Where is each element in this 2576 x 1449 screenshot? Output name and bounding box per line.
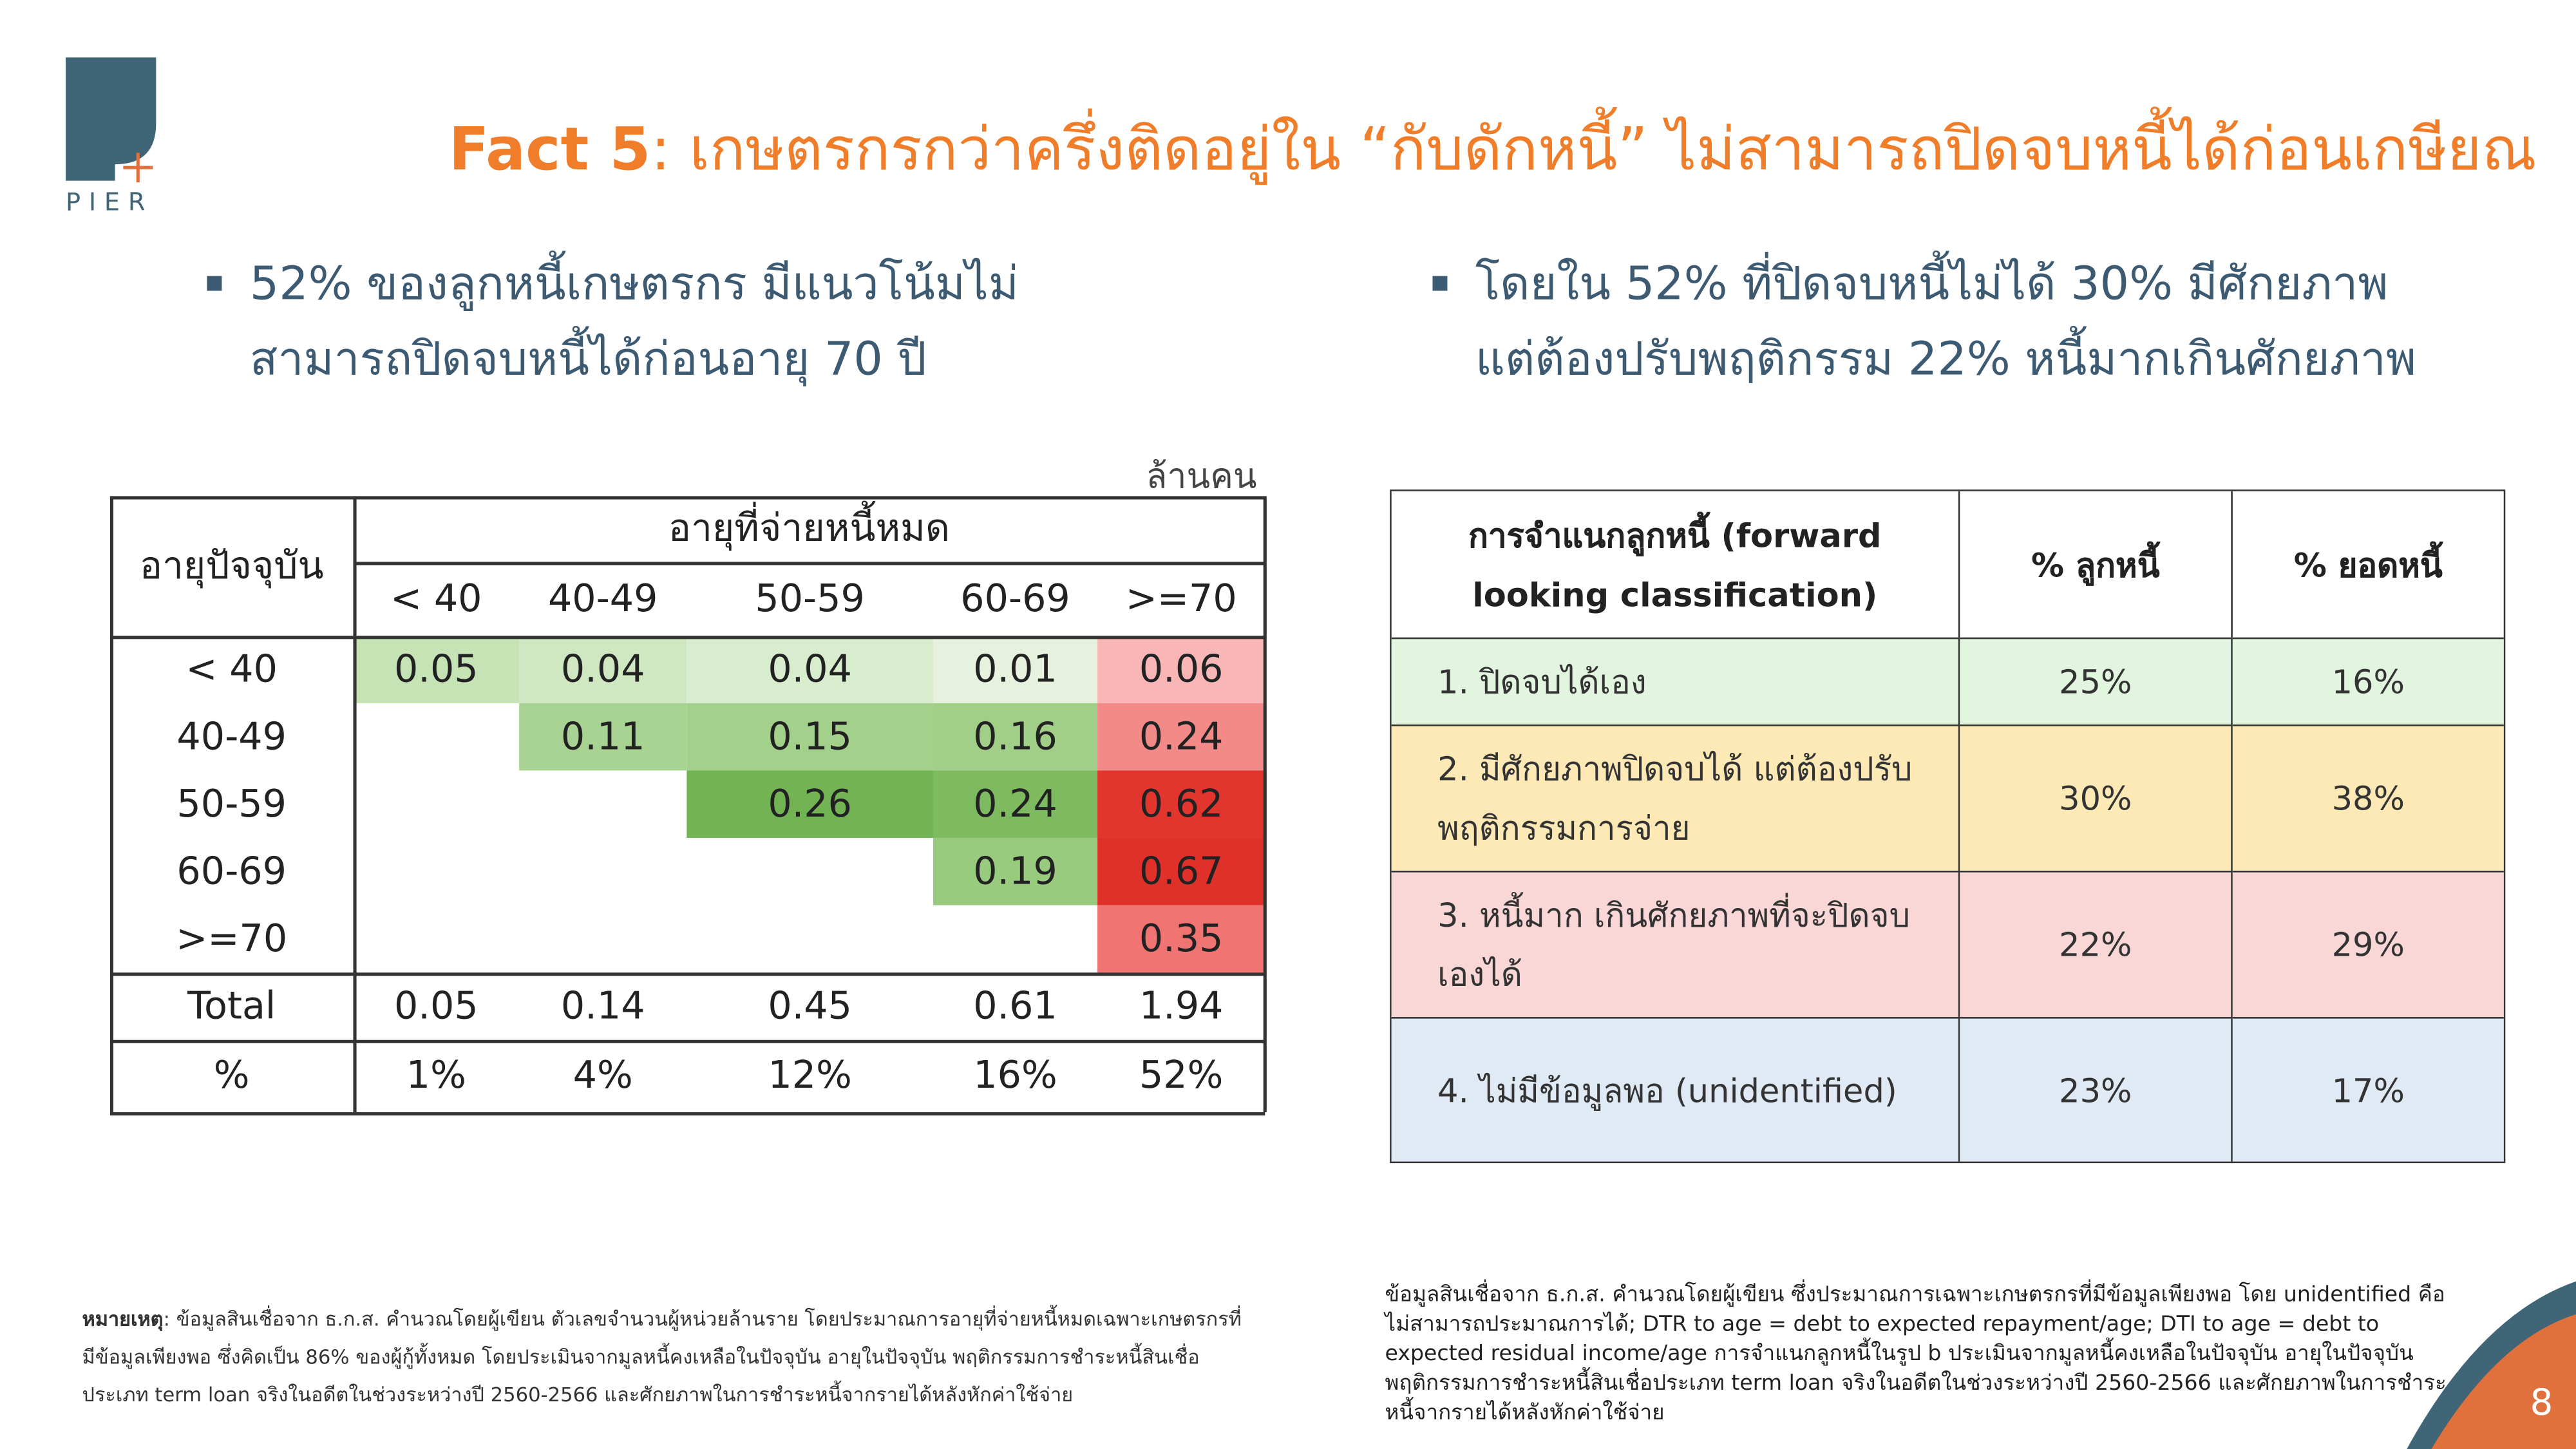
title-prefix: Fact 5 [448, 117, 651, 184]
note-text: : ข้อมูลสินเชื่อจาก ธ.ก.ส. คำนวณโดยผู้เข… [82, 1307, 1242, 1406]
table-cell: 17% [2232, 1017, 2504, 1162]
corner-orange [2431, 1314, 2576, 1449]
note-right: ข้อมูลสินเชื่อจาก ธ.ก.ส. คำนวณโดยผู้เขีย… [1385, 1283, 2447, 1426]
table-cell: 0.05 [393, 985, 478, 1028]
page-number: 8 [2530, 1383, 2553, 1425]
table-rule [1263, 496, 1266, 1113]
table-cell: 0.04 [687, 636, 933, 703]
table-cell: 1.94 [1139, 985, 1224, 1028]
table-cell: 0.24 [933, 770, 1098, 838]
table-rule [109, 1039, 1265, 1043]
table-cell: 25% [1960, 637, 2233, 724]
table-cell: 52% [1139, 1054, 1224, 1098]
column-header: 40-49 [547, 577, 658, 621]
table-cell: 38% [2232, 724, 2504, 871]
table-cell: 16% [973, 1054, 1057, 1098]
table-cell: 30% [1960, 724, 2233, 871]
row-header: อายุปัจจุบัน [139, 544, 324, 587]
bullet: 52% ของลูกหนี้เกษตรกร มีแนวโน้มไม่สามารถ… [207, 247, 1170, 398]
table-cell: 0.04 [519, 636, 687, 703]
row-label: % [213, 1054, 250, 1098]
row-label: >=70 [176, 917, 288, 961]
table-rule [109, 972, 1265, 976]
table-cell: 0.15 [687, 703, 933, 771]
classification-table: การจำแนกลูกหนี้ (forward looking classif… [1390, 489, 2506, 1164]
table-cell: 2. มีศักยภาพปิดจบได้ แต่ต้องปรับพฤติกรรม… [1391, 724, 1960, 871]
table-cell: 0.67 [1097, 838, 1265, 905]
column-group-header: อายุที่จ่ายหนี้หมด [668, 507, 950, 551]
table-rule [109, 496, 113, 1113]
title: Fact 5: เกษตรกรกว่าครึ่งติดอยู่ใน “กับดั… [449, 102, 2537, 195]
table-rule [109, 496, 1265, 499]
table-cell: 0.45 [768, 985, 852, 1028]
table-cell: 1% [406, 1054, 466, 1098]
table-rule [353, 562, 1265, 565]
row-label: Total [187, 985, 276, 1028]
column-header: % ลูกหนี้ [1960, 491, 2233, 638]
unit-label: ล้านคน [1146, 457, 1257, 497]
table-cell: 0.05 [353, 636, 520, 703]
row-label: < 40 [185, 648, 278, 691]
debt-table: อายุปัจจุบัน อายุที่จ่ายหนี้หมด < 40 40-49 5… [109, 496, 1266, 1115]
table-cell: 0.61 [973, 985, 1057, 1028]
note-left: หมายเหตุ: ข้อมูลสินเชื่อจาก ธ.ก.ส. คำนวณ… [82, 1301, 1249, 1414]
table-rule [353, 496, 356, 1113]
table-cell: 23% [1960, 1017, 2233, 1162]
table-cell: 12% [768, 1054, 852, 1098]
table-cell: 0.24 [1097, 703, 1265, 771]
table-cell: 0.11 [519, 703, 687, 771]
table-cell: 0.16 [933, 703, 1098, 771]
table-cell: 1. ปิดจบได้เอง [1391, 637, 1960, 724]
table-cell: 0.35 [1097, 905, 1265, 973]
row-label: 40-49 [176, 715, 287, 759]
column-header: % ยอดหนี้ [2293, 544, 2443, 584]
table-cell: 3. หนี้มาก เกินศักยภาพที่จะปิดจบเองได้ [1391, 871, 1960, 1018]
table-cell: 4. ไม่มีข้อมูลพอ (unidentified) [1391, 1017, 1960, 1162]
row-label: 60-69 [176, 850, 287, 893]
logo-text: PIER [66, 187, 154, 217]
table-cell: 0.06 [1097, 636, 1265, 703]
table-cell: 0.01 [933, 636, 1098, 703]
table-cell: 0.14 [560, 985, 645, 1028]
table-cell: 4% [573, 1054, 633, 1098]
table-rule [109, 1112, 1265, 1115]
logo-mark [66, 57, 156, 181]
table-cell: 22% [1960, 871, 2233, 1018]
bullet: โดยใน 52% ที่ปิดจบหนี้ไม่ได้ 30% มีศักยภ… [1432, 247, 2445, 398]
column-header: < 40 [390, 577, 482, 621]
column-header: 60-69 [960, 577, 1070, 621]
column-header: 50-59 [755, 577, 865, 621]
column-header: >=70 [1125, 577, 1237, 621]
table-cell: 0.19 [933, 838, 1098, 905]
table-rule [109, 636, 1265, 639]
note-label: หมายเหตุ [82, 1307, 164, 1331]
table-cell: 0.26 [687, 770, 933, 838]
logo-plus [123, 153, 153, 183]
column-header: การจำแนกลูกหนี้ (forward looking classif… [1392, 491, 1960, 638]
row-label: 50-59 [176, 782, 287, 826]
table-cell: 29% [2232, 871, 2504, 1018]
table-cell: 16% [2232, 637, 2504, 724]
table-cell: 0.62 [1097, 770, 1265, 838]
title-text: : เกษตรกรกว่าครึ่งติดอยู่ใน “กับดักหนี้”… [650, 117, 2537, 184]
